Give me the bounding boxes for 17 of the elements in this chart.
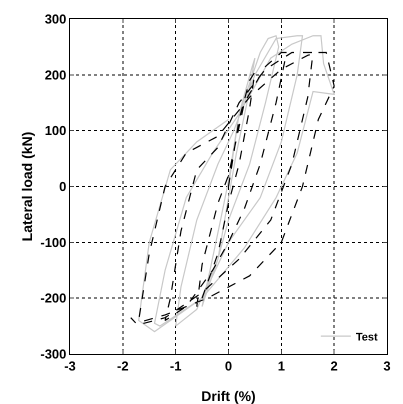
- x-tick-label: 0: [224, 358, 232, 374]
- x-tick-label: 3: [383, 358, 391, 374]
- x-tick-label: -1: [170, 358, 182, 374]
- x-tick-label: 1: [278, 358, 285, 374]
- legend-label: Test: [356, 331, 378, 344]
- y-axis-title: Lateral load (kN): [19, 132, 35, 242]
- y-tick-label: 300: [44, 12, 66, 27]
- y-tick-label: 200: [44, 67, 66, 82]
- y-tick-label: 100: [44, 123, 66, 138]
- x-tick-label: -2: [117, 358, 129, 374]
- x-tick-label: -3: [64, 358, 76, 374]
- y-tick-label: 0: [59, 179, 66, 194]
- x-axis-title: Drift (%): [201, 388, 256, 404]
- y-tick-label: -300: [40, 346, 66, 362]
- y-tick-label: -100: [40, 234, 66, 250]
- y-tick-label: -200: [40, 290, 66, 306]
- x-tick-label: 2: [330, 358, 338, 374]
